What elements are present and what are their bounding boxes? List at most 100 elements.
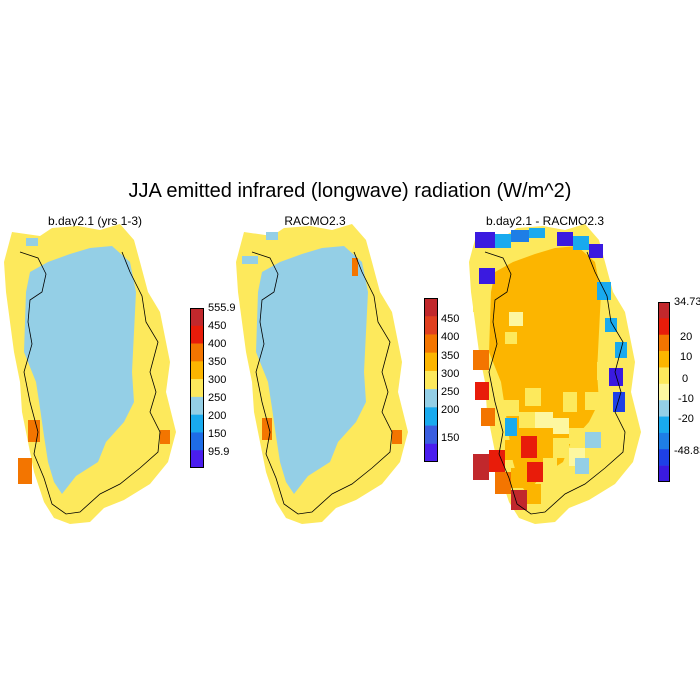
colorbar-swatch — [424, 370, 438, 390]
coastline — [484, 251, 626, 515]
cb-label: 555.9 — [208, 302, 236, 314]
map-cell — [597, 362, 609, 380]
map-cell — [573, 236, 589, 250]
map-cell — [473, 454, 489, 480]
map-cell — [511, 230, 529, 242]
map-cell — [262, 418, 272, 440]
cb-label: 150 — [441, 432, 460, 444]
cb-label: 20 — [680, 331, 693, 343]
cb-label: 350 — [441, 350, 460, 362]
map-cell — [473, 292, 487, 312]
map-cell — [553, 418, 569, 434]
map-obs — [236, 224, 408, 524]
colorbar-swatch — [424, 352, 438, 372]
map-cell — [479, 268, 495, 284]
colorbar-diff — [658, 302, 670, 482]
cb-label: 450 — [441, 313, 460, 325]
map-cell — [392, 430, 402, 444]
cb-label: 34.73 — [674, 296, 700, 308]
panel-title-obs: RACMO2.3 — [284, 214, 346, 228]
map-cell — [597, 282, 611, 300]
colorbar-obs — [424, 298, 438, 462]
map-cell — [473, 350, 489, 370]
colorbar-swatch — [190, 361, 204, 380]
cb-label: 150 — [208, 428, 227, 440]
map-ice-interior — [24, 246, 136, 494]
map-model — [4, 224, 176, 524]
map-cell — [352, 258, 358, 276]
colorbar-swatch — [190, 379, 204, 398]
map-cell — [475, 382, 489, 400]
map-cell — [481, 408, 495, 426]
map-cell — [569, 428, 585, 444]
colorbar-swatch — [658, 302, 670, 319]
map-cell — [519, 412, 535, 428]
colorbar-swatch — [424, 334, 438, 353]
map-cell — [475, 232, 495, 248]
map-cell — [242, 256, 258, 264]
colorbar-swatch — [190, 432, 204, 451]
map-cell — [585, 392, 599, 410]
coastline — [19, 251, 161, 515]
map-cell — [495, 234, 511, 248]
map-cell — [505, 418, 517, 436]
cb-label: 10 — [680, 351, 693, 363]
map-cell — [511, 490, 527, 510]
map-cell — [18, 458, 32, 484]
colorbar-swatch — [658, 334, 670, 352]
map-cell — [557, 232, 573, 246]
map-cell — [535, 412, 553, 428]
colorbar-swatch — [190, 325, 204, 344]
cb-label: 400 — [208, 338, 227, 350]
map-cell — [509, 312, 523, 326]
colorbar-model — [190, 308, 204, 468]
cb-label: -10 — [678, 393, 694, 405]
cb-label: 400 — [441, 331, 460, 343]
cb-label: 350 — [208, 356, 227, 368]
colorbar-swatch — [658, 416, 670, 434]
map-cell — [605, 318, 617, 332]
map-cell — [585, 432, 601, 448]
map-cell — [563, 392, 577, 412]
colorbar-outline — [658, 302, 670, 482]
map-cell — [575, 458, 589, 474]
cb-label: 200 — [441, 404, 460, 416]
map-cell — [26, 238, 38, 246]
colorbar-swatch — [424, 443, 438, 462]
colorbar-swatch — [658, 383, 670, 401]
colorbar-swatch — [190, 414, 204, 433]
cb-label: -48.83 — [674, 445, 700, 457]
map-cell — [527, 484, 541, 504]
map-cell — [266, 232, 278, 240]
cb-label: 200 — [208, 410, 227, 422]
colorbar-swatch — [658, 432, 670, 450]
cb-label: 300 — [441, 368, 460, 380]
colorbar-swatch — [424, 316, 438, 335]
cb-label: 250 — [208, 392, 227, 404]
map-cell — [603, 436, 615, 450]
colorbar-swatch — [658, 367, 670, 385]
cb-label: -20 — [678, 413, 694, 425]
map-cell — [521, 436, 537, 458]
map-cell — [617, 422, 629, 438]
map-ice-interior — [256, 246, 368, 494]
colorbar-swatch — [190, 343, 204, 362]
cb-label: 95.9 — [208, 446, 230, 458]
colorbar-swatch — [658, 318, 670, 336]
colorbar-swatch — [424, 298, 438, 317]
cb-label: 450 — [208, 320, 227, 332]
colorbar-swatch — [190, 308, 204, 327]
coastline — [251, 251, 393, 515]
map-cell — [529, 228, 545, 238]
colorbar-outline — [190, 308, 204, 468]
map-cell — [511, 468, 527, 488]
colorbar-swatch — [658, 465, 670, 482]
cb-label: 0 — [682, 373, 689, 385]
colorbar-swatch — [190, 396, 204, 415]
colorbar-swatch — [658, 449, 670, 466]
map-cell — [553, 438, 569, 458]
map-cell — [501, 400, 519, 416]
map-cell — [489, 450, 505, 472]
map-cell — [541, 484, 555, 502]
cb-label: 300 — [208, 374, 227, 386]
